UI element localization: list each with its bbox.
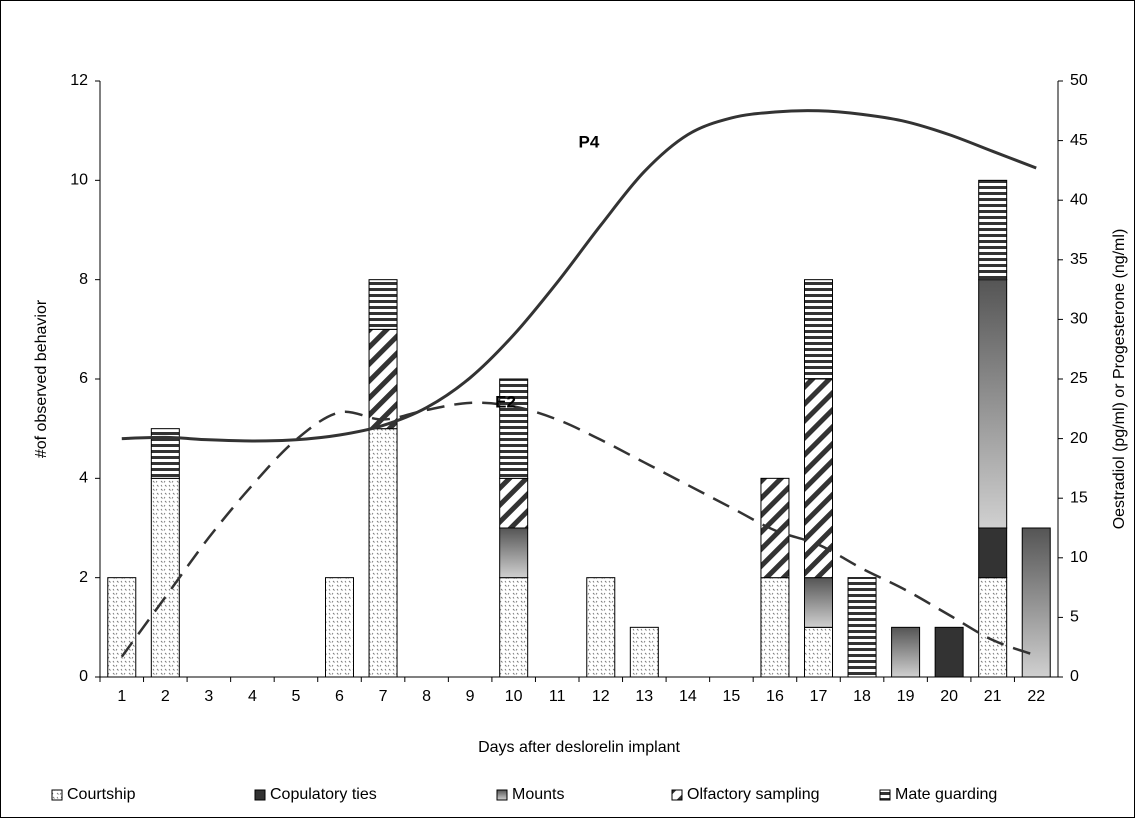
bar-segment (368, 279, 398, 330)
x-tick-label: 10 (505, 688, 523, 705)
legend-swatch (254, 789, 266, 801)
y-tick-label: 4 (79, 470, 88, 487)
y2-tick-label: 35 (1070, 251, 1088, 268)
x-tick-label: 8 (422, 688, 431, 705)
legend-swatch (671, 789, 683, 801)
y2-tick-label: 15 (1070, 489, 1088, 506)
y-tick-label: 10 (70, 172, 88, 189)
legend-swatch (496, 789, 508, 801)
x-tick-label: 5 (292, 688, 301, 705)
legend-label: Olfactory sampling (687, 786, 820, 803)
bar-segment (804, 378, 833, 579)
legend-swatch (51, 789, 63, 801)
x-tick-label: 20 (940, 688, 958, 705)
bar-segment (499, 477, 529, 529)
bar-segment (847, 577, 877, 678)
legend-label: Courtship (67, 786, 136, 803)
x-tick-label: 9 (466, 688, 475, 705)
x-tick-label: 6 (335, 688, 344, 705)
line-series (120, 401, 1037, 658)
y-tick-label: 2 (79, 569, 88, 586)
y2-tick-label: 5 (1070, 609, 1079, 626)
line-label: E2 (495, 392, 516, 411)
x-tick-label: 21 (984, 688, 1002, 705)
legend-label: Mate guarding (895, 786, 997, 803)
y-tick-label: 12 (70, 72, 88, 89)
bar-segment (150, 477, 180, 678)
bar-segment (978, 279, 1008, 529)
x-tick-label: 15 (723, 688, 741, 705)
bar-segment (891, 626, 921, 678)
y-tick-label: 8 (79, 271, 88, 288)
x-tick-label: 17 (810, 688, 828, 705)
bar-segment (760, 577, 790, 678)
x-tick-label: 22 (1027, 688, 1045, 705)
x-axis-label: Days after deslorelin implant (478, 739, 680, 756)
legend-label: Mounts (512, 786, 564, 803)
y2-tick-label: 0 (1070, 668, 1079, 685)
line-label: P4 (579, 132, 600, 151)
bar-segment (978, 527, 1008, 579)
bar-segment (934, 626, 964, 678)
y2-tick-label: 50 (1070, 72, 1088, 89)
y-tick-label: 6 (79, 370, 88, 387)
x-tick-label: 13 (635, 688, 653, 705)
x-tick-label: 3 (204, 688, 213, 705)
x-tick-label: 19 (897, 688, 915, 705)
bar-segment (499, 527, 529, 579)
bar-segment (760, 477, 790, 579)
x-tick-label: 12 (592, 688, 610, 705)
bar-segment (107, 577, 137, 678)
y2-tick-label: 40 (1070, 191, 1088, 208)
bar-segment (804, 577, 833, 628)
x-tick-label: 7 (379, 688, 388, 705)
legend-label: Copulatory ties (270, 786, 377, 803)
x-tick-label: 1 (117, 688, 126, 705)
x-tick-label: 14 (679, 688, 697, 705)
bar-segment (325, 577, 354, 678)
x-tick-label: 11 (549, 688, 566, 705)
bar-segment (978, 577, 1008, 678)
x-tick-label: 16 (766, 688, 784, 705)
line-series (121, 109, 1037, 443)
x-tick-label: 4 (248, 688, 257, 705)
bar-segment (804, 279, 833, 380)
bar-segment (1021, 527, 1051, 678)
bar-segment (499, 577, 529, 678)
y2-tick-label: 20 (1070, 430, 1088, 447)
bar-segment (978, 179, 1008, 281)
y-tick-label: 0 (79, 668, 88, 685)
y2-tick-label: 10 (1070, 549, 1088, 566)
y2-tick-label: 30 (1070, 311, 1088, 328)
bar-segment (368, 328, 398, 430)
y2-axis-label: Oestradiol (pg/ml) or Progesterone (ng/m… (1111, 229, 1128, 530)
legend-swatch (879, 789, 891, 801)
bar-segment (499, 378, 529, 479)
y2-tick-label: 45 (1070, 132, 1088, 149)
x-tick-label: 2 (161, 688, 170, 705)
x-tick-label: 18 (853, 688, 871, 705)
y2-tick-label: 25 (1070, 370, 1088, 387)
bar-segment (586, 577, 616, 678)
bar-segment (629, 626, 659, 678)
y-axis-label: #of observed behavior (33, 299, 50, 458)
bar-segment (804, 626, 833, 678)
bar-segment (368, 428, 398, 678)
